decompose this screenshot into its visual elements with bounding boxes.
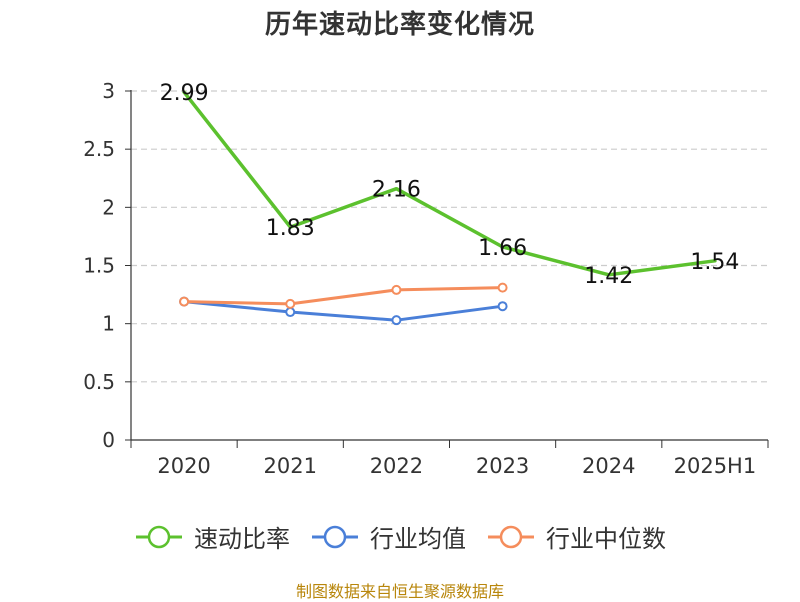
data-label: 1.66 xyxy=(478,236,527,261)
x-tick-label: 2024 xyxy=(582,454,635,478)
y-tick-label: 1 xyxy=(102,312,115,336)
legend: 速动比率 行业均值 行业中位数 xyxy=(0,519,800,554)
y-tick-label: 3 xyxy=(102,79,115,103)
y-tick-label: 0 xyxy=(102,428,115,452)
data-label: 2.16 xyxy=(372,178,421,203)
data-label: 1.83 xyxy=(266,216,315,241)
data-point xyxy=(179,296,190,307)
data-point xyxy=(285,307,296,318)
legend-item[interactable]: 行业中位数 xyxy=(486,519,666,554)
x-tick-label: 2022 xyxy=(370,454,423,478)
x-tick-label: 2021 xyxy=(264,454,317,478)
data-label: 1.54 xyxy=(690,250,739,275)
data-point xyxy=(391,315,402,326)
series-line xyxy=(182,286,505,306)
legend-marker-icon xyxy=(136,525,182,548)
data-label: 2.99 xyxy=(160,81,209,106)
data-point xyxy=(497,282,508,293)
y-tick-label: 1.5 xyxy=(83,254,115,278)
x-tick-label: 2020 xyxy=(157,454,210,478)
series-line xyxy=(182,300,505,322)
data-label: 1.42 xyxy=(584,264,633,289)
legend-item[interactable]: 速动比率 xyxy=(134,519,290,554)
series-lines xyxy=(179,90,717,326)
y-tick-label: 2.5 xyxy=(83,137,115,161)
axes: 0 0.5 1 1.5 2 2.5 3 2020 2021 2022 2023 2024 2025H1 xyxy=(83,79,769,478)
y-tick-label: 0.5 xyxy=(83,370,115,394)
x-tick-label: 2025H1 xyxy=(674,454,757,478)
x-tick-label: 2023 xyxy=(476,454,529,478)
series-line xyxy=(182,90,717,277)
data-point xyxy=(497,301,508,312)
legend-marker-icon xyxy=(488,525,534,548)
legend-label: 行业中位数 xyxy=(546,525,666,553)
legend-label: 行业均值 xyxy=(370,525,466,553)
data-point xyxy=(285,298,296,309)
data-labels: 2.99 1.83 2.16 1.66 1.42 1.54 xyxy=(160,81,740,289)
data-point xyxy=(391,284,402,295)
legend-item[interactable]: 行业均值 xyxy=(310,519,466,554)
legend-marker-icon xyxy=(312,525,358,548)
y-tick-label: 2 xyxy=(102,195,115,219)
grid-lines xyxy=(131,90,768,383)
legend-label: 速动比率 xyxy=(194,525,290,553)
source-note: 制图数据来自恒生聚源数据库 xyxy=(295,582,504,601)
chart-title: 历年速动比率变化情况 xyxy=(264,10,535,40)
